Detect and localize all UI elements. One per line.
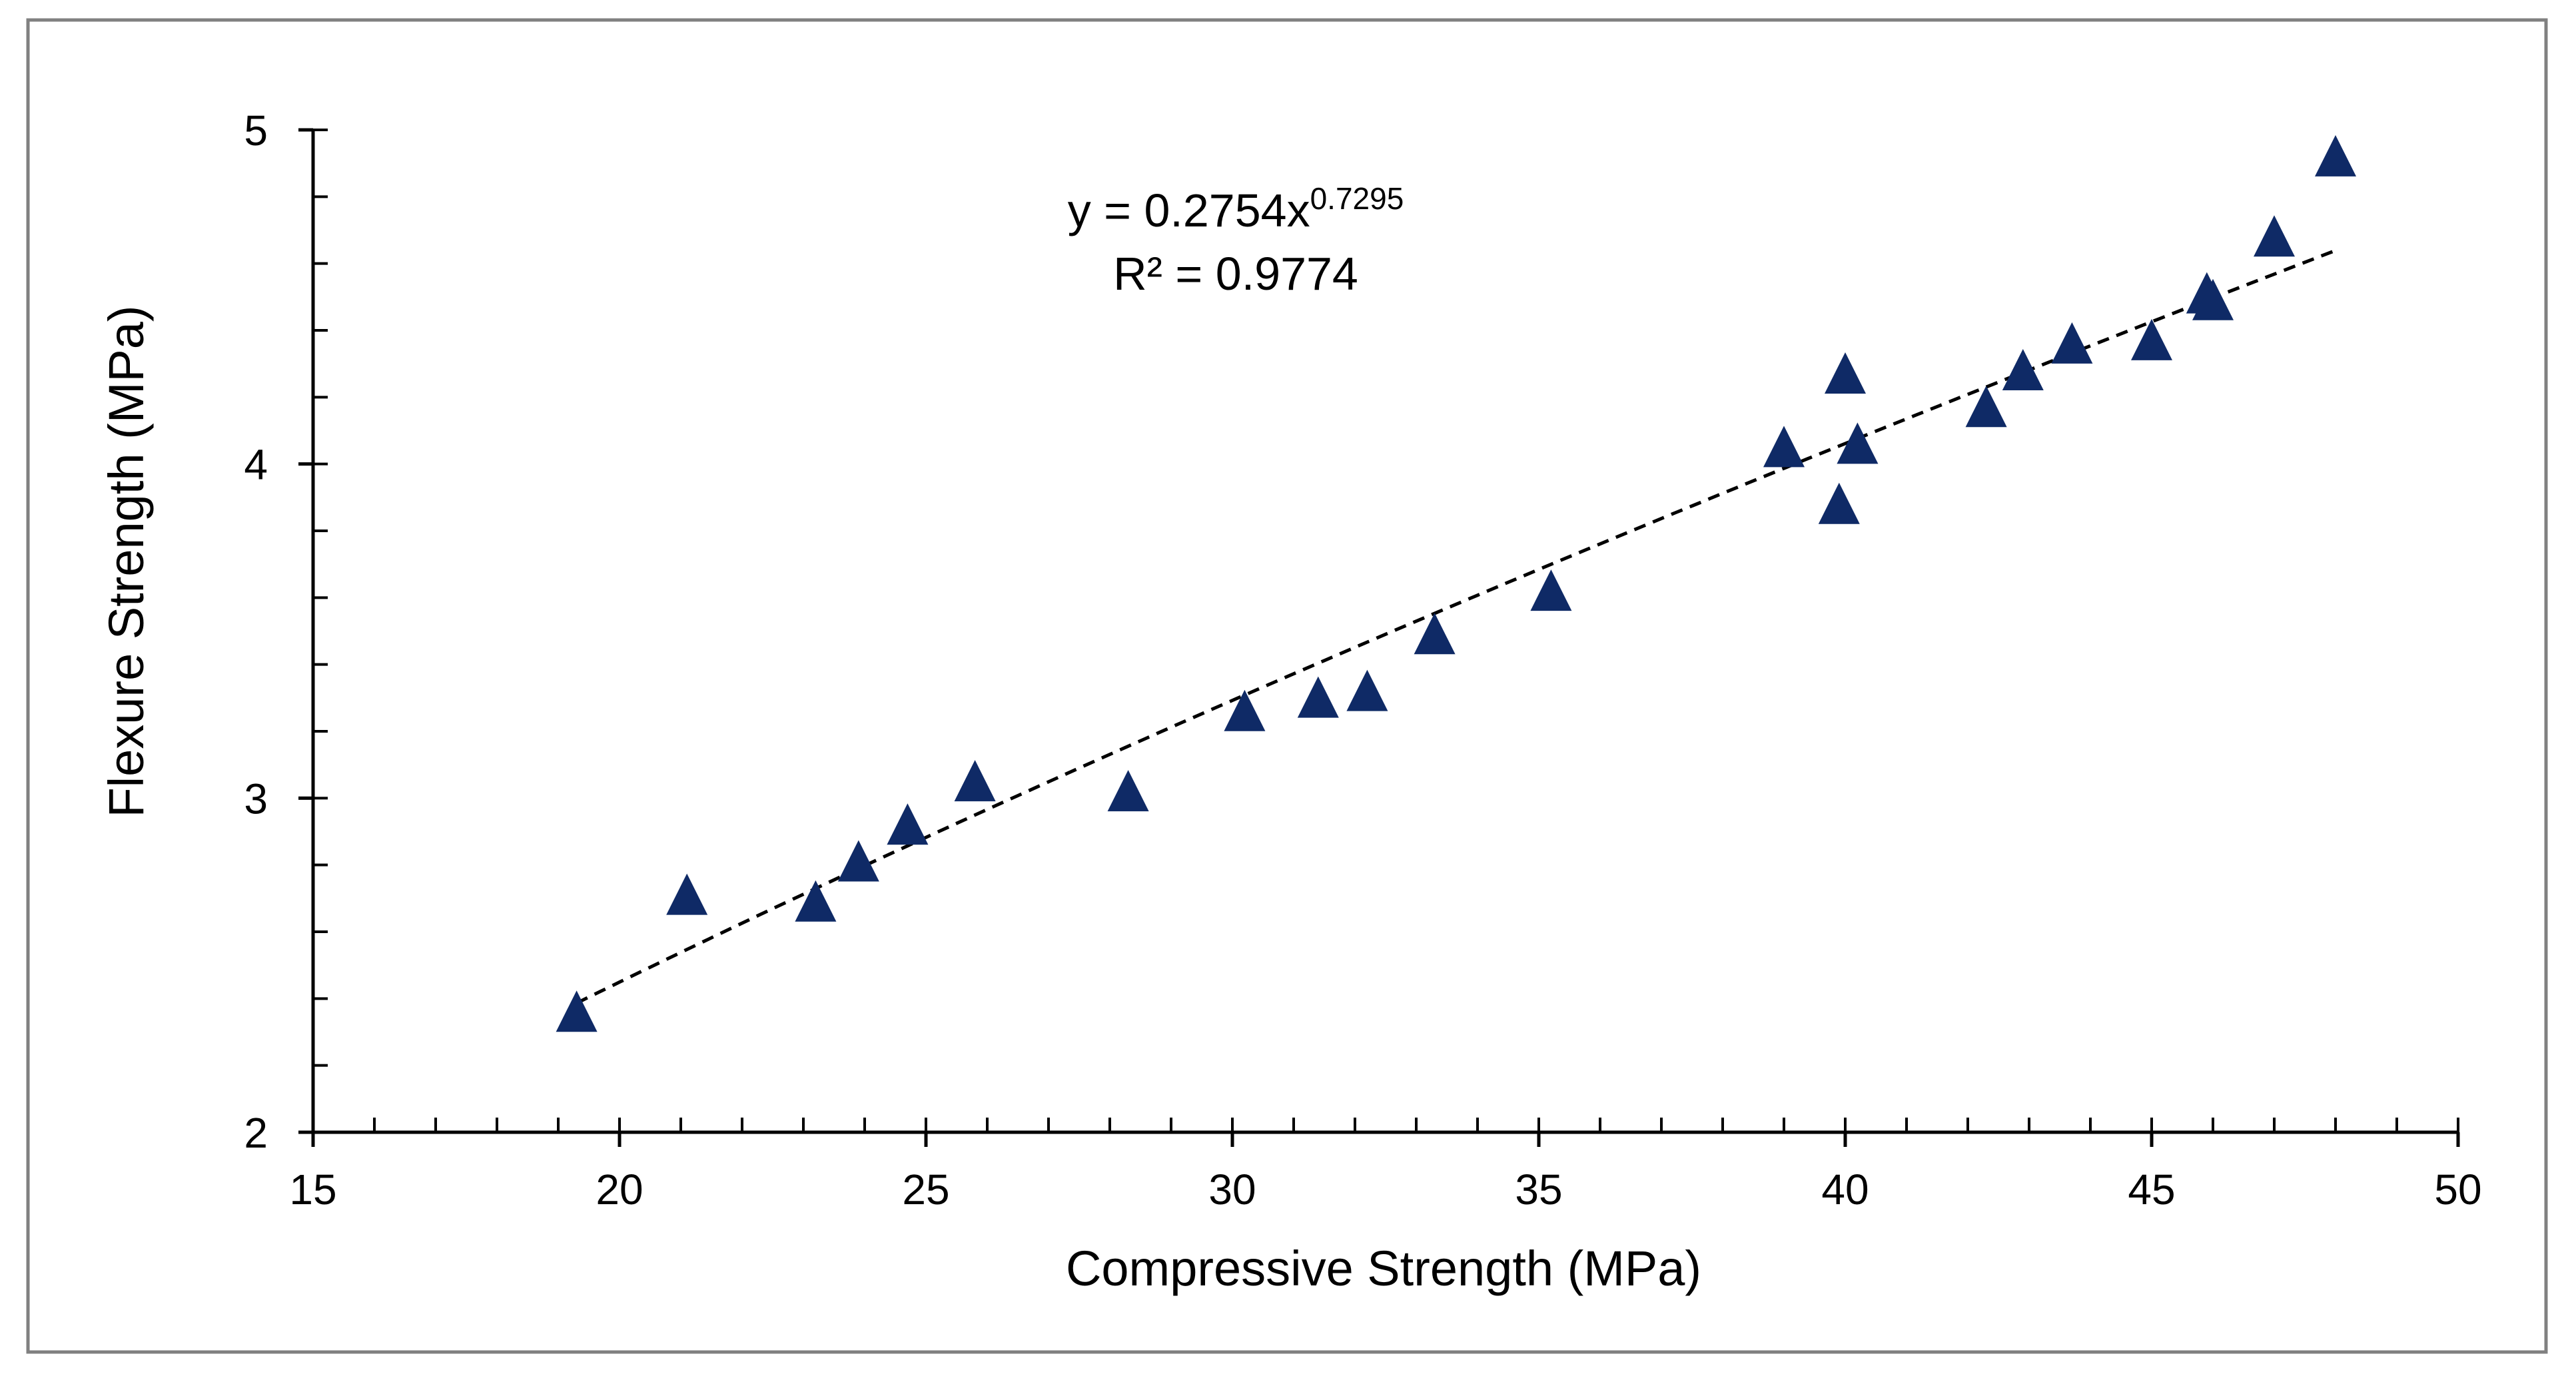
x-tick-label: 25: [902, 1166, 949, 1213]
data-point-triangle: [2192, 278, 2234, 320]
equation-exponent: 0.7295: [1310, 181, 1404, 216]
data-point-triangle: [666, 873, 708, 915]
x-tick-label: 50: [2434, 1166, 2481, 1213]
x-tick-label: 40: [1821, 1166, 1869, 1213]
x-tick-label: 20: [596, 1166, 643, 1213]
data-point-triangle: [1414, 613, 1456, 655]
data-point-triangle: [837, 840, 879, 882]
data-point-triangle: [556, 990, 598, 1032]
y-axis-title: Flexure Strength (MPa): [99, 305, 154, 817]
chart-frame: [26, 18, 2548, 1354]
data-point-triangle: [2131, 318, 2172, 360]
x-tick-label: 35: [1515, 1166, 1562, 1213]
x-axis-title: Compressive Strength (MPa): [1066, 1241, 1701, 1296]
data-point-triangle: [1763, 426, 1805, 468]
y-tick-label: 2: [244, 1109, 268, 1157]
data-point-triangle: [2051, 322, 2093, 364]
y-tick-label: 3: [244, 775, 268, 823]
x-tick-label: 45: [2128, 1166, 2175, 1213]
equation-base: y = 0.2754x: [1068, 184, 1310, 236]
data-point-triangle: [2002, 349, 2044, 390]
data-point-triangle: [795, 880, 837, 922]
r-squared-label: R² = 0.9774: [1113, 248, 1358, 300]
data-point-triangle: [1530, 569, 1572, 611]
axes: [298, 128, 2460, 1147]
data-point-triangle: [1346, 669, 1388, 711]
data-point-triangle: [2254, 215, 2295, 257]
trendline-equation: y = 0.2754x0.7295: [1068, 181, 1404, 236]
data-point-triangle: [1825, 352, 1866, 394]
x-tick-label: 30: [1208, 1166, 1256, 1213]
data-point-triangle: [1107, 770, 1149, 812]
data-point-triangle: [2315, 135, 2356, 176]
data-points: [556, 135, 2356, 1032]
y-tick-label: 5: [244, 107, 268, 155]
data-point-triangle: [1837, 422, 1879, 464]
x-tick-label: 15: [289, 1166, 336, 1213]
data-point-triangle: [954, 760, 996, 802]
data-point-triangle: [1965, 386, 2007, 428]
y-tick-label: 4: [244, 441, 268, 489]
data-point-triangle: [1297, 676, 1339, 718]
data-point-triangle: [1818, 482, 1860, 524]
data-point-triangle: [887, 803, 929, 845]
data-point-triangle: [1224, 689, 1266, 731]
